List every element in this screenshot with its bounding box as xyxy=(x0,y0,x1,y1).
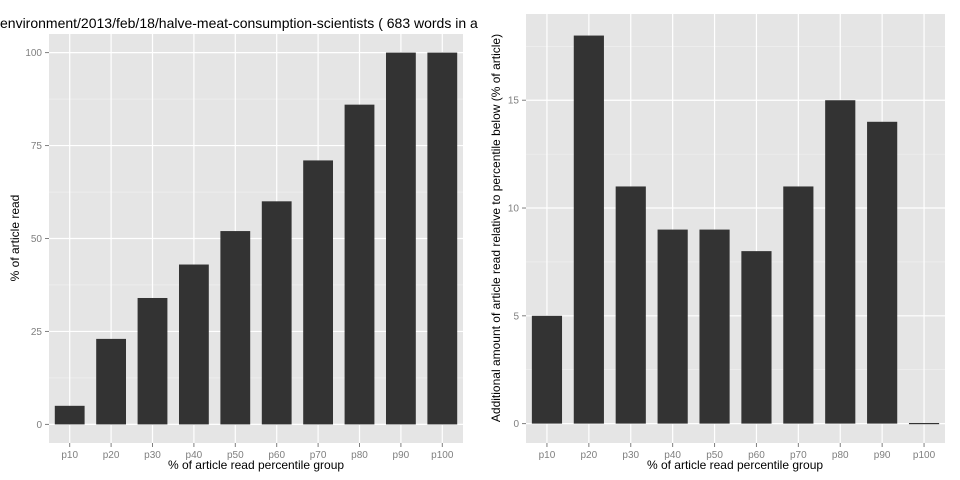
left-x-axis-ticks: p10 p20 p30 p40 p50 p60 p70 p80 p90 p100 xyxy=(61,443,454,461)
left-x-axis-title: % of article read percentile group xyxy=(168,458,344,472)
right-x-tick-label: p90 xyxy=(874,450,891,461)
right-y-tick-label: 10 xyxy=(508,204,520,215)
right-x-tick-label: p20 xyxy=(581,450,598,461)
right-x-tick-label: p70 xyxy=(790,450,807,461)
right-y-tick-label: 5 xyxy=(513,311,519,322)
left-y-tick-label: 100 xyxy=(25,48,42,59)
right-bar-p10 xyxy=(531,315,563,424)
left-bar-p30 xyxy=(137,297,168,425)
right-x-tick-label: p100 xyxy=(913,450,936,461)
right-bar-p90 xyxy=(867,121,898,424)
left-bar-p10 xyxy=(54,405,85,425)
right-x-tick-label: p50 xyxy=(706,450,723,461)
right-bars xyxy=(531,35,940,425)
left-x-tick-label: p80 xyxy=(351,450,368,461)
right-bar-p100 xyxy=(908,422,940,425)
right-x-axis-title: % of article read percentile group xyxy=(647,458,823,472)
right-y-tick-label: 0 xyxy=(513,419,519,430)
right-bar-p80 xyxy=(825,100,856,424)
right-x-tick-label: p60 xyxy=(748,450,765,461)
left-bar-p100 xyxy=(427,52,458,425)
right-x-tick-label: p10 xyxy=(539,450,556,461)
left-x-tick-label: p70 xyxy=(310,450,327,461)
left-y-axis-ticks: 0 25 50 75 100 xyxy=(25,48,49,431)
left-bar-p40 xyxy=(178,264,209,425)
left-y-tick-label: 25 xyxy=(31,327,43,338)
chart-right: 0 5 10 15 p10 p20 p30 p40 p50 p60 p70 p80 p90 p100 %… xyxy=(489,14,945,472)
left-x-tick-label: p90 xyxy=(393,450,410,461)
right-y-axis-ticks: 0 5 10 15 xyxy=(508,96,526,430)
right-bar-p20 xyxy=(573,35,604,424)
left-bar-p20 xyxy=(96,338,127,425)
right-bar-p30 xyxy=(615,186,646,424)
left-bar-p70 xyxy=(303,160,334,425)
right-y-tick-label: 15 xyxy=(508,96,520,107)
left-y-tick-label: 50 xyxy=(31,234,43,245)
left-bar-p80 xyxy=(344,104,375,425)
left-x-tick-label: p100 xyxy=(431,450,454,461)
left-x-tick-label: p30 xyxy=(144,450,161,461)
left-x-tick-label: p60 xyxy=(268,450,285,461)
right-x-axis-ticks: p10 p20 p30 p40 p50 p60 p70 p80 p90 p100 xyxy=(539,443,936,461)
left-y-axis-title: % of article read xyxy=(8,195,22,282)
left-bar-p50 xyxy=(220,231,251,425)
left-bar-p90 xyxy=(385,52,416,425)
left-x-tick-label: p40 xyxy=(186,450,203,461)
left-bars xyxy=(54,52,458,425)
right-x-tick-label: p30 xyxy=(622,450,639,461)
right-bar-p40 xyxy=(657,229,688,424)
right-x-tick-label: p80 xyxy=(832,450,849,461)
left-y-tick-label: 75 xyxy=(31,141,43,152)
left-x-tick-label: p50 xyxy=(227,450,244,461)
right-bar-p70 xyxy=(783,186,814,424)
left-y-tick-label: 0 xyxy=(36,420,42,431)
left-chart-title: environment/2013/feb/18/halve-meat-consu… xyxy=(0,15,478,31)
right-y-axis-title: Additional amount of article read relati… xyxy=(489,34,503,422)
right-bar-p50 xyxy=(699,229,730,424)
right-x-tick-label: p40 xyxy=(664,450,681,461)
left-bar-p60 xyxy=(261,201,292,425)
right-bar-p60 xyxy=(741,251,772,424)
left-x-tick-label: p10 xyxy=(61,450,78,461)
left-x-tick-label: p20 xyxy=(103,450,120,461)
